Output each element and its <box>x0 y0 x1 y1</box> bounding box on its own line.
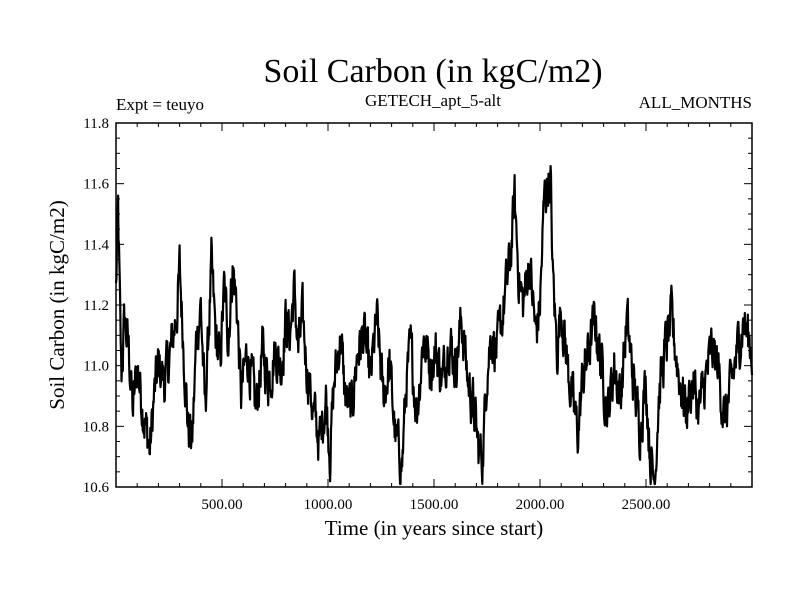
x-axis-label: Time (in years since start) <box>325 516 544 540</box>
y-tick-label: 10.8 <box>83 419 109 435</box>
x-tick-label: 1000.00 <box>304 497 353 513</box>
experiment-label: Expt = teuyo <box>116 95 204 114</box>
series-line <box>114 165 754 486</box>
x-tick-label: 2000.00 <box>516 497 565 513</box>
x-axis: 500.00 1000.00 1500.00 2000.00 2500.00 <box>136 123 732 513</box>
y-tick-label: 11.6 <box>83 177 109 193</box>
y-tick-label: 11.2 <box>83 298 109 314</box>
y-tick-label: 11.8 <box>83 116 109 132</box>
chart-title: Soil Carbon (in kgC/m2) <box>263 53 602 90</box>
x-tick-label: 500.00 <box>201 497 242 513</box>
y-tick-label: 11.0 <box>83 359 109 375</box>
y-tick-label: 11.4 <box>83 237 109 253</box>
y-axis-label: Soil Carbon (in kgC/m2) <box>45 200 69 409</box>
y-tick-label: 10.6 <box>83 480 110 496</box>
months-label: ALL_MONTHS <box>639 93 752 112</box>
model-label: GETECH_apt_5-alt <box>365 91 501 110</box>
x-tick-label: 2500.00 <box>622 497 671 513</box>
y-axis: 10.6 10.8 11.0 11.2 11.4 11.6 11.8 <box>83 116 752 496</box>
x-tick-label: 1500.00 <box>410 497 459 513</box>
